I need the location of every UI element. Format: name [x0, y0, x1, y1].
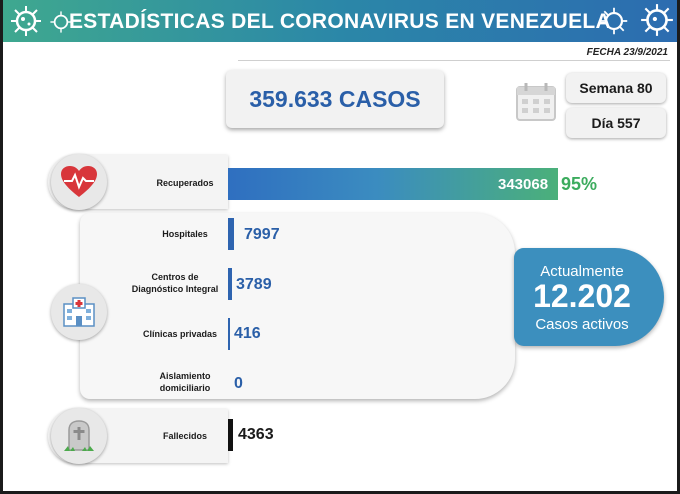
divider	[238, 60, 670, 61]
private-clinics-bar	[228, 318, 230, 350]
active-cases-title: Actualmente	[540, 263, 624, 280]
virus-icon	[50, 11, 72, 33]
hospitals-label: Hospitales	[162, 229, 208, 239]
home-isolation-label-line1: Aislamiento	[159, 371, 211, 381]
deceased-label: Fallecidos	[162, 431, 207, 441]
hospital-icon	[51, 284, 107, 340]
date-label: FECHA 23/9/2021	[586, 47, 668, 58]
virus-icon	[641, 4, 673, 36]
cdi-value: 3789	[236, 276, 272, 293]
week-badge: Semana 80	[566, 73, 666, 103]
cdi-label: Centros de Diagnóstico Integral	[120, 271, 230, 295]
home-isolation-label-line2: domiciliario	[159, 383, 211, 393]
calendar-icon	[516, 83, 556, 121]
active-cases-number: 12.202	[533, 278, 631, 314]
active-cases-box: Actualmente 12.202 Casos activos	[514, 248, 664, 346]
cdi-label-line2: Diagnóstico Integral	[131, 284, 219, 294]
heart-pulse-icon	[51, 154, 107, 210]
hospitals-bar	[228, 218, 234, 250]
virus-icon	[600, 7, 628, 35]
cdi-label-line1: Centros de	[151, 272, 199, 282]
recovered-percent: 95%	[561, 174, 598, 194]
private-clinics-label: Clínicas privadas	[142, 329, 218, 339]
hospitalization-panel	[80, 213, 515, 399]
page-title: ESTADÍSTICAS DEL CORONAVIRUS EN VENEZUEL…	[68, 10, 612, 33]
recovered-bar	[228, 168, 558, 200]
day-badge: Día 557	[566, 108, 666, 138]
hospitals-value: 7997	[244, 226, 280, 243]
header-banner: ESTADÍSTICAS DEL CORONAVIRUS EN VENEZUEL…	[3, 0, 677, 42]
recovered-value: 343068	[498, 176, 549, 193]
total-cases-box: 359.633 CASOS	[226, 70, 444, 128]
private-clinics-value: 416	[234, 325, 261, 342]
home-isolation-value: 0	[234, 375, 243, 392]
deceased-value: 4363	[238, 426, 274, 443]
virus-icon	[11, 6, 41, 36]
tombstone-icon	[51, 408, 107, 464]
recovered-label: Recuperados	[156, 178, 214, 188]
deceased-bar	[228, 419, 233, 451]
home-isolation-label: Aislamiento domiciliario	[140, 370, 230, 394]
active-cases-subtitle: Casos activos	[535, 316, 629, 333]
cdi-bar	[228, 268, 232, 300]
